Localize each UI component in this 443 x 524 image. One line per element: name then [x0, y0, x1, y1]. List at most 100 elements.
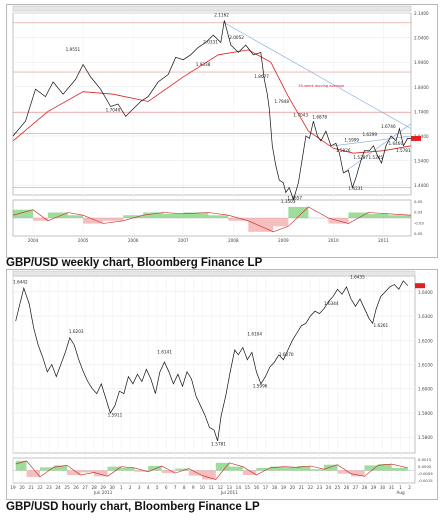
oscillator-histogram-bar — [161, 470, 176, 474]
price-annotation: 1.6141 — [157, 350, 172, 355]
x-tick-label: 30 — [109, 485, 115, 490]
x-tick-label: 1 — [120, 485, 123, 490]
x-tick-label: 2010 — [328, 238, 339, 243]
oscillator-signal-line — [15, 460, 408, 480]
x-tick-label: 30 — [380, 485, 386, 490]
y-tick-label: 1.6300 — [418, 314, 433, 319]
oscillator-histogram-bar — [269, 466, 284, 471]
x-tick-label: 20 — [19, 485, 25, 490]
moving-average-label: 55-week moving average — [298, 84, 344, 88]
x-tick-label: 16 — [254, 485, 260, 490]
x-tick-label: 27 — [353, 485, 359, 490]
oscillator-histogram-bar — [121, 467, 135, 471]
x-tick-label: 21 — [28, 485, 34, 490]
oscillator-histogram-bar — [351, 470, 365, 477]
x-tick-label: 15 — [245, 485, 251, 490]
x-tick-label: 17 — [263, 485, 269, 490]
y-tick-label: 1.6400 — [418, 290, 433, 295]
price-annotation: 1.6104 — [247, 331, 262, 336]
oscillator-histogram-bar — [215, 462, 230, 471]
x-tick-label: 23 — [46, 485, 52, 490]
oscillator-tick-label: 0.0015 — [418, 457, 432, 462]
oscillator-histogram-bar — [53, 465, 68, 471]
oscillator-histogram-bar — [13, 209, 34, 218]
last-price-marker — [411, 135, 421, 141]
x-tick-label: 2009 — [278, 238, 289, 243]
oscillator-histogram-bar — [364, 465, 379, 471]
oscillator-histogram-bar — [143, 212, 164, 218]
oscillator-histogram-bar — [388, 215, 411, 218]
hourly-chart: 1.6400 1.6300 1.6200 1.6100 1.6000 1.5900 1.58… — [10, 270, 433, 495]
x-tick-label: 2005 — [78, 238, 89, 243]
price-annotation: 1.6435 — [350, 274, 365, 279]
y-tick-label: 1.6100 — [418, 363, 433, 368]
x-tick-label: 2 — [129, 485, 132, 490]
x-tick-label: 2 — [408, 485, 411, 490]
x-tick-label: 26 — [73, 485, 79, 490]
weekly-chart-caption: GBP/USD weekly chart, Bloomberg Finance … — [6, 257, 263, 269]
price-annotation: 1.5911 — [108, 413, 123, 418]
oscillator-histogram-bar — [94, 470, 108, 477]
x-tick-label: 11 — [209, 485, 215, 490]
price-annotation: 2.0331 — [203, 40, 218, 45]
price-annotation: 1.5345 — [368, 155, 383, 160]
x-tick-label: 29 — [100, 485, 106, 490]
oscillator-histogram-bar — [33, 218, 49, 221]
trend-line — [343, 123, 412, 174]
price-annotation: 1.7043 — [293, 112, 308, 117]
price-annotation: 1.9338 — [196, 62, 211, 67]
price-annotation: 1.3503 — [281, 199, 296, 204]
oscillator-histogram-bar — [123, 215, 144, 218]
price-annotation: 1.6261 — [374, 323, 389, 328]
oscillator-histogram-bar — [323, 464, 338, 471]
x-period-label: Jun 2011 — [93, 490, 113, 495]
x-tick-label: 28 — [362, 485, 368, 490]
x-tick-label: 20 — [290, 485, 296, 490]
x-tick-label: 7 — [174, 485, 177, 490]
price-annotation: 1.6299 — [362, 132, 377, 137]
price-line — [15, 280, 409, 442]
x-tick-label: 2004 — [28, 238, 39, 243]
price-annotation: 1.5781 — [396, 148, 411, 153]
x-tick-label: 8 — [183, 485, 186, 490]
price-line — [12, 20, 411, 202]
price-annotation: 1.5297 — [353, 155, 368, 160]
oscillator-histogram-bar — [273, 218, 289, 227]
x-tick-label: 29 — [371, 485, 377, 490]
oscillator-histogram-bar — [337, 470, 352, 474]
x-tick-label: 3 — [138, 485, 141, 490]
y-tick-label: 2.0400 — [414, 36, 429, 41]
x-tick-label: 21 — [299, 485, 305, 490]
oscillator-histogram-bar — [228, 218, 249, 221]
x-tick-label: 19 — [281, 485, 287, 490]
hourly-chart-panel: 1.6400 1.6300 1.6200 1.6100 1.6000 1.5900 1.58… — [6, 269, 438, 500]
y-tick-label: 1.4400 — [414, 183, 429, 188]
price-annotation: 1.6344 — [324, 301, 339, 306]
x-tick-label: 24 — [326, 485, 332, 490]
x-tick-label: 22 — [308, 485, 314, 490]
x-tick-label: 9 — [192, 485, 195, 490]
price-annotation: 1.5999 — [344, 137, 359, 142]
price-annotation: 1.7040 — [106, 107, 121, 112]
oscillator-histogram-bar — [283, 467, 297, 471]
oscillator-histogram-bar — [83, 218, 104, 224]
oscillator-histogram-bar — [391, 467, 408, 471]
price-annotation: 1.6746 — [381, 124, 396, 129]
price-annotation: 1.6070 — [279, 352, 294, 357]
y-tick-label: 1.6400 — [414, 134, 429, 139]
price-annotation: 1.6203 — [69, 329, 84, 334]
x-tick-label: 2007 — [178, 238, 189, 243]
oscillator-histogram-bar — [107, 466, 122, 471]
price-annotation: 1.9551 — [66, 47, 81, 52]
x-period-label: Aug — [396, 490, 405, 495]
oscillator-histogram-bar — [256, 467, 270, 471]
oscillator-histogram-bar — [67, 470, 81, 475]
oscillator-tick-label: 0.03 — [414, 210, 423, 215]
oscillator-tick-label: 0.05 — [414, 231, 423, 236]
oscillator-histogram-bar — [378, 464, 392, 471]
x-tick-label: 25 — [335, 485, 341, 490]
oscillator-histogram-bar — [288, 206, 309, 218]
oscillator-histogram-bar — [134, 470, 149, 472]
oscillator-histogram-bar — [202, 470, 216, 480]
x-tick-label: 27 — [82, 485, 88, 490]
